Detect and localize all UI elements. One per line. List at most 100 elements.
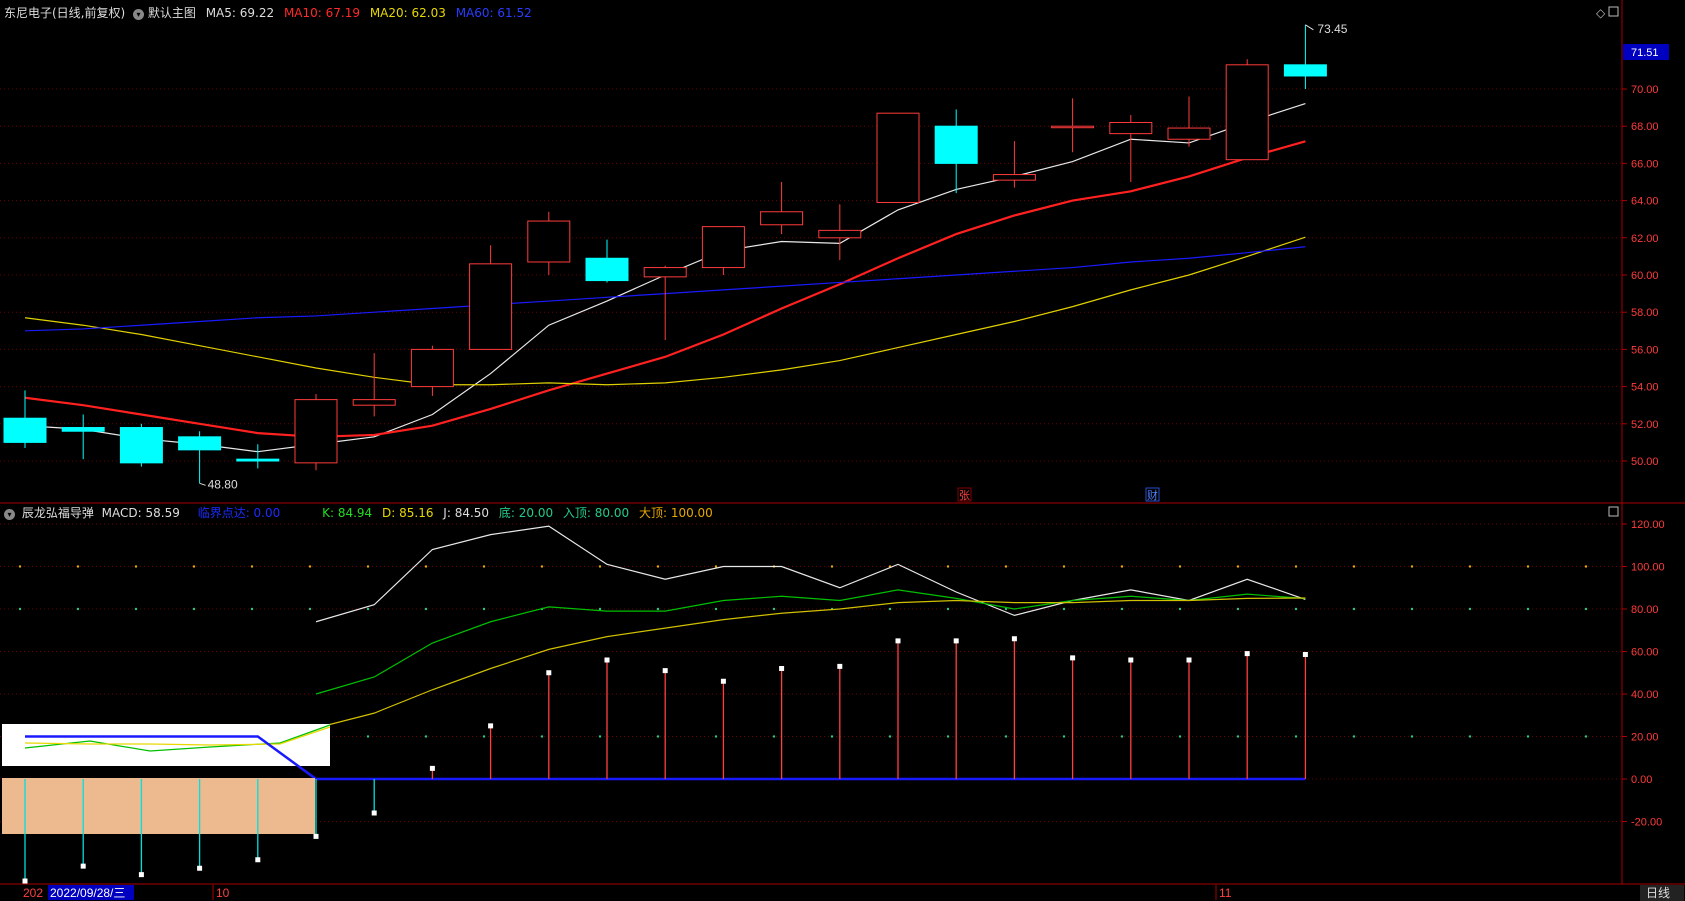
candle-body xyxy=(1167,127,1211,140)
main-tick-label: 50.00 xyxy=(1631,456,1659,468)
macd-bar-cap xyxy=(313,833,319,839)
level-dot xyxy=(1410,735,1414,738)
level-dot xyxy=(366,565,370,568)
ma60-label: MA60: 61.52 xyxy=(455,6,532,20)
macd-bar-cap xyxy=(837,663,843,669)
main-tick-label: 56.00 xyxy=(1631,344,1659,356)
level-dot xyxy=(192,565,196,568)
maximize-icon[interactable] xyxy=(1608,6,1619,17)
month-nov: 11 xyxy=(1219,886,1232,900)
level-dot xyxy=(424,735,428,738)
line-ma10 xyxy=(24,140,1306,438)
candle-body xyxy=(818,229,862,239)
level-dot xyxy=(1236,735,1240,738)
view-dropdown-icon[interactable]: ▾ xyxy=(133,9,145,20)
legend-line-d xyxy=(24,726,331,746)
cai-marker[interactable]: 财 xyxy=(1147,488,1158,502)
candle-body xyxy=(701,226,745,269)
candle-body xyxy=(410,348,454,388)
sub-tick-label: 60.00 xyxy=(1631,647,1659,659)
candle-body xyxy=(352,399,396,406)
view-label[interactable]: 默认主图 xyxy=(147,6,196,20)
candle-body xyxy=(294,399,338,464)
macd-bar-cap xyxy=(604,657,610,663)
candle-body xyxy=(119,427,163,464)
main-tick-label: 70.00 xyxy=(1631,84,1659,96)
legend-tan-box xyxy=(2,778,315,834)
cai-marker-box xyxy=(1145,487,1160,502)
level-dot xyxy=(1004,607,1008,611)
macd-bar-cap xyxy=(1011,636,1017,642)
level-dot xyxy=(1526,735,1530,738)
level-dot xyxy=(1178,735,1182,738)
level-dot xyxy=(1584,565,1588,568)
candle-body xyxy=(934,125,978,164)
sub-tick-label: 40.00 xyxy=(1631,689,1659,701)
level-dot xyxy=(1062,565,1066,568)
candle-body xyxy=(585,257,629,282)
level-dot xyxy=(1294,565,1298,568)
sub-tick-label: 120.00 xyxy=(1631,519,1665,531)
macd-bar-cap xyxy=(80,863,86,869)
stock-title[interactable]: 东尼电子(日线,前复权) xyxy=(4,6,126,20)
level-dot xyxy=(482,565,486,568)
macd-bar-cap xyxy=(1186,657,1192,663)
sub-tick-label: -20.00 xyxy=(1631,817,1662,829)
level-dot xyxy=(598,565,602,568)
annotation-arrow xyxy=(1305,24,1314,31)
level-dot xyxy=(1352,565,1356,568)
candle-body xyxy=(1051,125,1095,129)
k-label: K: 84.94 xyxy=(322,506,373,520)
main-tick-label: 68.00 xyxy=(1631,121,1659,133)
level-dot xyxy=(1178,607,1182,611)
level-dot xyxy=(308,565,312,568)
candle-body xyxy=(1283,64,1327,77)
ma10-label: MA10: 67.19 xyxy=(283,6,360,20)
level-dot xyxy=(540,565,544,568)
level-dot xyxy=(482,607,486,611)
sub-maximize-icon[interactable] xyxy=(1608,506,1619,517)
level-dot xyxy=(1352,607,1356,611)
macd-bar-cap xyxy=(546,670,552,676)
level-dot xyxy=(1294,735,1298,738)
level-dot xyxy=(1178,565,1182,568)
main-tick-label: 60.00 xyxy=(1631,270,1659,282)
sub-dropdown-icon[interactable]: ▾ xyxy=(4,509,15,520)
level-dot xyxy=(1294,607,1298,611)
period-button[interactable]: 日线 xyxy=(1646,886,1670,900)
macd-bar-cap xyxy=(895,638,901,644)
macd-bar-cap xyxy=(1244,651,1250,657)
candle-body xyxy=(760,211,804,226)
candle-body xyxy=(876,112,920,203)
sub-tick-label: 0.00 xyxy=(1631,774,1652,786)
zhang-marker[interactable]: 张 xyxy=(959,489,970,502)
candle-body xyxy=(992,174,1036,181)
level-dot xyxy=(830,735,834,738)
level-dot xyxy=(1236,565,1240,568)
macd-bar-cap xyxy=(488,723,494,729)
level-dot xyxy=(18,565,22,568)
candle-body xyxy=(1109,121,1153,135)
macd-bar-cap xyxy=(953,638,959,644)
level-dot xyxy=(1004,565,1008,568)
annotation-arrow xyxy=(199,482,206,486)
indicator-title[interactable]: 辰龙弘福导弹 xyxy=(21,506,94,520)
main-tick-label: 66.00 xyxy=(1631,158,1659,170)
level-dot xyxy=(482,735,486,738)
line-k xyxy=(315,589,1306,695)
zhang-marker-box xyxy=(957,487,972,502)
level-dot xyxy=(134,565,138,568)
macd-bar-cap xyxy=(662,668,668,674)
period-button-box xyxy=(1640,885,1684,901)
diamond-icon[interactable]: ◇ xyxy=(1596,6,1606,20)
signal-label: 临界点达: 0.00 xyxy=(197,506,281,520)
month-oct: 10 xyxy=(216,886,230,900)
annotation-low: 48.80 xyxy=(208,477,238,491)
level-dot xyxy=(714,735,718,738)
macd-bar-cap xyxy=(1128,657,1134,663)
level-dot xyxy=(714,565,718,568)
bottom-level-label: 底: 20.00 xyxy=(498,506,554,520)
candle-body xyxy=(236,458,280,462)
candle-body xyxy=(527,220,571,263)
level-dot xyxy=(656,565,660,568)
